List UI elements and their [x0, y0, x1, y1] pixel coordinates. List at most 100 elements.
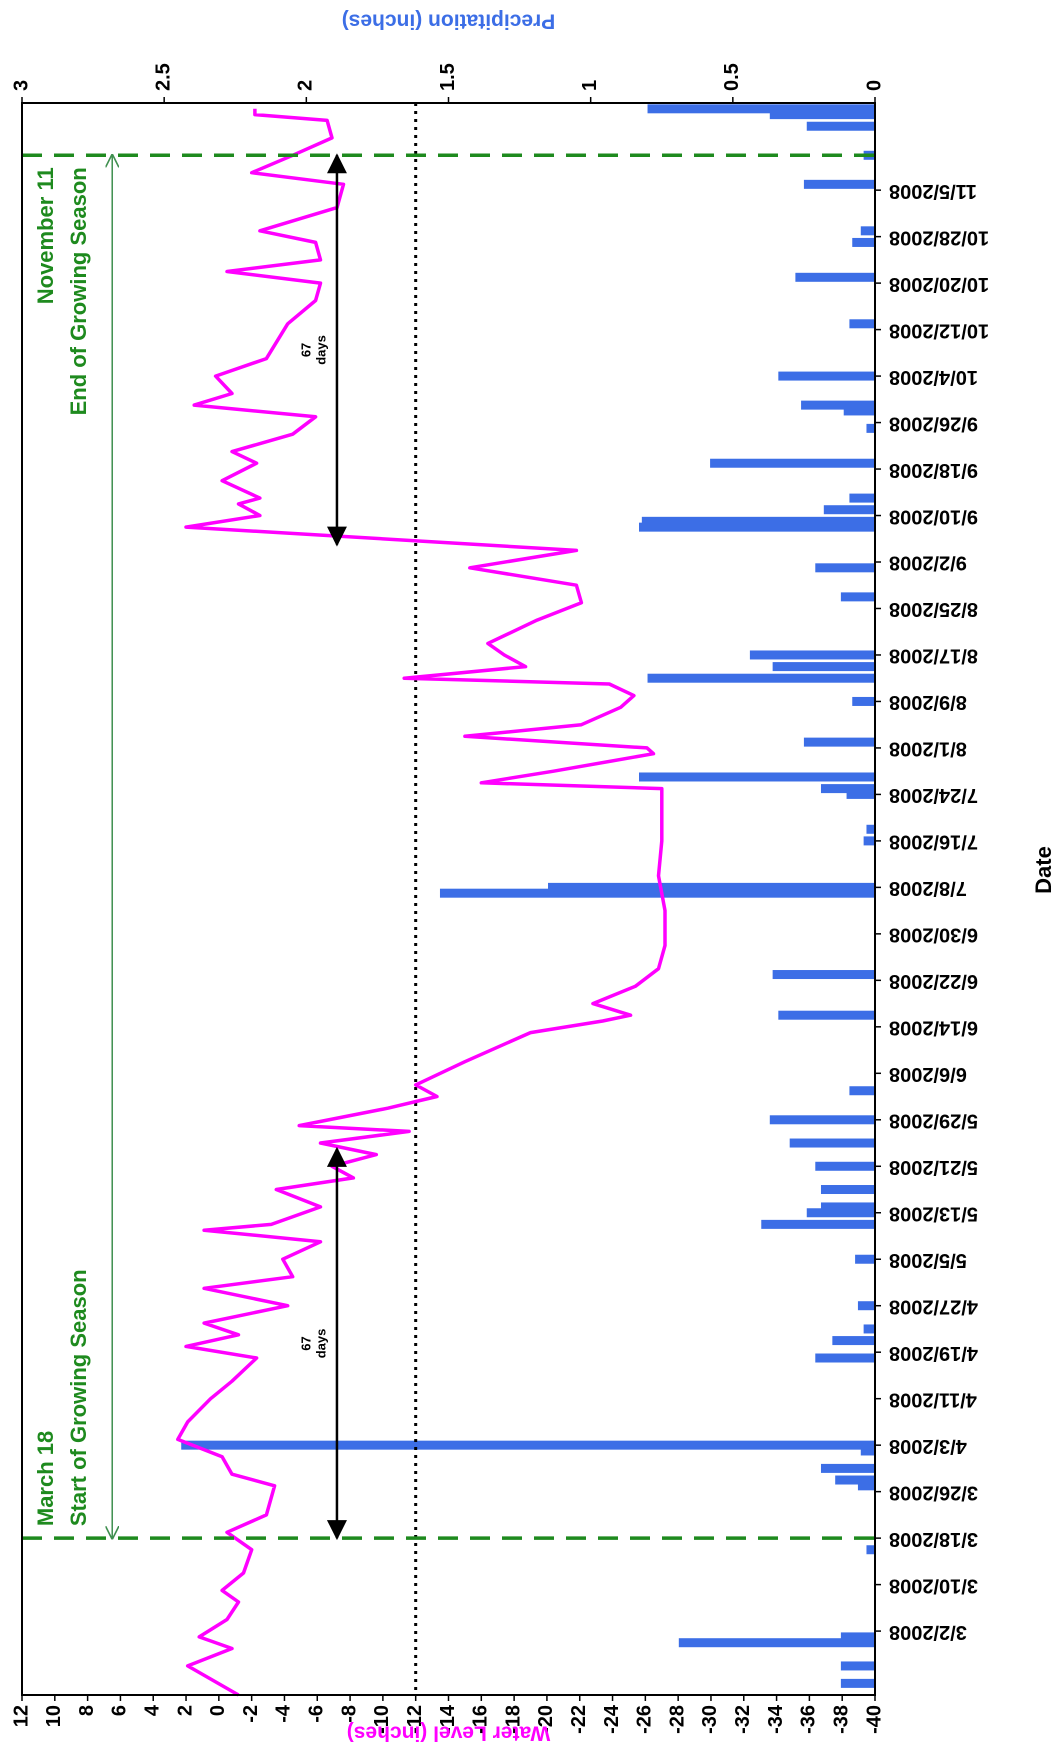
x-tick-label: 7/16/2008 [889, 831, 978, 853]
precip-bar [820, 1202, 875, 1212]
y-tick-label: -24 [601, 1704, 623, 1734]
x-tick-label: 6/30/2008 [889, 924, 978, 946]
y2-tick-label: 1.5 [437, 63, 459, 91]
precip-bar [772, 662, 875, 672]
y2-tick-label: 2.5 [152, 63, 174, 91]
precip-bar [803, 737, 875, 747]
precip-bar [840, 1661, 875, 1671]
x-tick-label: 9/18/2008 [889, 459, 978, 481]
season-label: End of Growing Season [66, 167, 91, 415]
x-tick-label: 3/26/2008 [889, 1481, 978, 1503]
y2-tick-label: 2 [295, 80, 317, 91]
x-tick-label: 5/29/2008 [889, 1110, 978, 1132]
span-label: 67 [298, 343, 313, 357]
y-tick-label: -26 [634, 1705, 656, 1734]
y-tick-label: -36 [798, 1705, 820, 1734]
y-tick-label: -28 [666, 1705, 688, 1734]
span-label: days [313, 335, 328, 365]
precip-bar [852, 696, 875, 706]
precip-bar [820, 1185, 875, 1195]
precip-bar [860, 226, 875, 236]
x-tick-label: 10/20/2008 [889, 273, 989, 295]
precip-bar [857, 1301, 875, 1311]
y2-tick-label: 1 [579, 80, 601, 91]
y-tick-label: -40 [863, 1705, 885, 1734]
y-tick-label: 10 [43, 1705, 65, 1727]
precip-bar [835, 1475, 875, 1485]
precip-bar [778, 1010, 875, 1020]
x-tick-label: 11/5/2008 [889, 180, 977, 202]
precip-bar [647, 104, 875, 114]
precip-bar [772, 970, 875, 980]
x-tick-label: 7/24/2008 [889, 784, 978, 806]
x-tick-label: 6/22/2008 [889, 970, 978, 992]
precip-bar [857, 1481, 875, 1491]
x-tick-label: 3/18/2008 [889, 1528, 978, 1550]
y-tick-label: 8 [76, 1705, 98, 1716]
x-tick-label: 10/12/2008 [889, 319, 989, 341]
y2-tick-label: 3 [10, 80, 32, 91]
precip-bar [769, 110, 875, 120]
precip-bar [639, 522, 875, 532]
x-tick-label: 4/19/2008 [889, 1342, 978, 1364]
y-tick-label: -8 [338, 1705, 360, 1723]
plot-area [22, 103, 875, 1695]
x-tick-label: 8/9/2008 [889, 691, 967, 713]
precip-bar [678, 1638, 875, 1648]
precip-bar [761, 1219, 875, 1229]
season-label: Start of Growing Season [66, 1269, 91, 1526]
x-tick-label: 5/13/2008 [889, 1202, 978, 1224]
season-label: March 18 [33, 1431, 58, 1526]
precip-bar [439, 888, 875, 898]
x-tick-label: 8/17/2008 [889, 645, 978, 667]
precip-bar [820, 784, 875, 794]
x-tick-label: 8/25/2008 [889, 598, 978, 620]
precip-bar [749, 650, 875, 660]
y-tick-label: -18 [502, 1705, 524, 1734]
precip-bar [820, 1463, 875, 1473]
y2-tick-label: 0.5 [721, 63, 743, 91]
x-tick-label: 9/10/2008 [889, 505, 978, 527]
x-tick-label: 3/2/2008 [889, 1621, 967, 1643]
precip-bar [855, 1254, 875, 1264]
precip-bar [849, 493, 875, 503]
x-tick-label: 10/28/2008 [889, 226, 989, 248]
y-tick-label: 4 [142, 1704, 164, 1716]
precip-bar [832, 1336, 875, 1346]
precip-bar [778, 371, 875, 381]
precip-bar [860, 1446, 875, 1456]
x-tick-label: 8/1/2008 [889, 738, 967, 760]
precip-bar [849, 319, 875, 329]
y-axis-title: Water Level (inches) [347, 1721, 550, 1744]
precip-bar [840, 1632, 875, 1642]
precip-bar [863, 836, 875, 846]
y-tick-label: 2 [174, 1705, 196, 1716]
x-tick-label: 4/27/2008 [889, 1295, 978, 1317]
water-level-line [176, 108, 667, 1697]
season-label: November 11 [33, 167, 58, 304]
y-tick-label: -4 [273, 1704, 295, 1723]
x-tick-label: 3/10/2008 [889, 1574, 978, 1596]
y-tick-label: -38 [830, 1705, 852, 1734]
y-tick-label: -30 [699, 1705, 721, 1734]
y-tick-label: -32 [732, 1705, 754, 1734]
x-tick-label: 4/11/2008 [889, 1388, 977, 1410]
x-axis-title: Date [1031, 846, 1056, 894]
y-tick-label: -34 [765, 1704, 787, 1734]
y-tick-label: -22 [568, 1705, 590, 1734]
x-tick-label: 6/14/2008 [889, 1017, 978, 1039]
precip-bar [641, 516, 875, 526]
x-tick-label: 5/5/2008 [889, 1249, 967, 1271]
precip-bar [840, 592, 875, 602]
precip-bar [806, 1208, 875, 1218]
x-tick-label: 9/26/2008 [889, 412, 978, 434]
span-label: 67 [298, 1336, 313, 1350]
precip-bar [806, 121, 875, 131]
precip-bar [769, 1115, 875, 1125]
precip-bar [843, 406, 875, 416]
y-tick-label: -10 [371, 1705, 393, 1734]
precip-bar [815, 1353, 875, 1363]
precip-bar [803, 179, 875, 189]
